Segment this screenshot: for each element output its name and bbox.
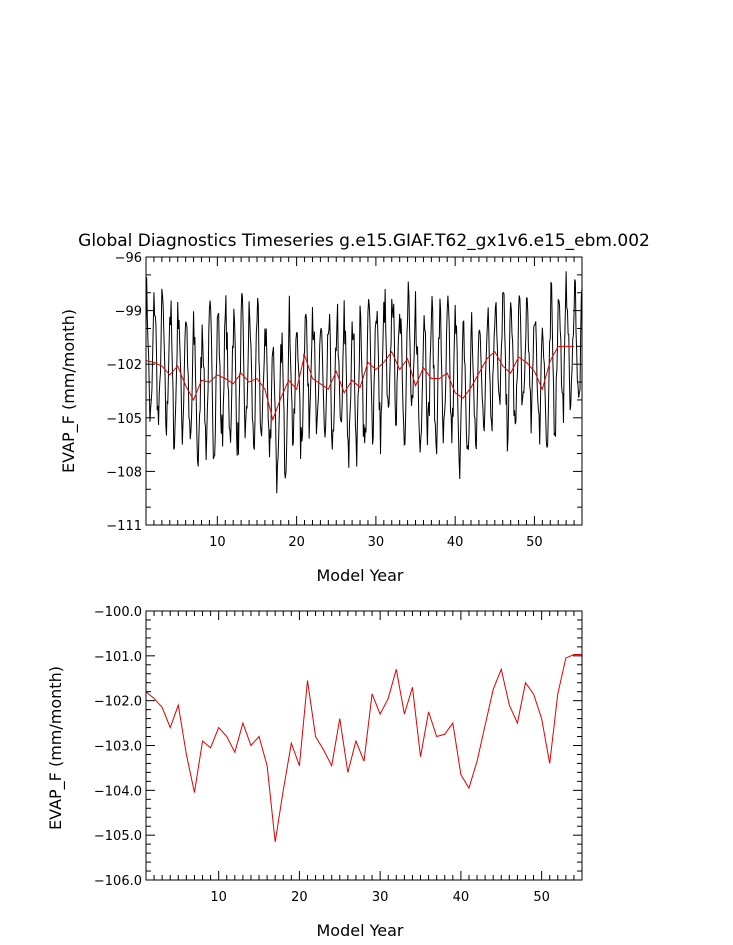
chart-panel-top: 10 20 30 40 50 −111 −108 −105 −102 −99 −96 Global … [59,231,650,585]
x-tick-label: 20 [288,535,305,550]
y-tick-label: −99 [115,305,142,320]
chart-panel-bottom: 10 20 30 40 50 −106.0 −105.0 −104.0 −103.0 −102.0… [46,605,583,940]
x-tick-label: 20 [291,890,308,905]
y-tick-label: −105.0 [94,829,142,844]
x-axis-label-bottom: Model Year [317,921,404,940]
x-tick-label: 10 [210,890,227,905]
y-tick-label: −102 [106,358,142,373]
plot-frame-top [145,256,583,526]
y-tick-label: −102.0 [94,695,142,710]
x-axis-label-top: Model Year [317,566,404,585]
y-tick-label: −111 [106,519,142,534]
x-tick-label: 10 [209,535,226,550]
chart-title: Global Diagnostics Timeseries g.e15.GIAF… [78,231,650,251]
y-tick-label: −101.0 [94,650,142,665]
y-tick-label: −96 [115,251,142,266]
series-line-annual-mean [145,653,582,842]
y-tick-label: −106.0 [94,874,142,889]
x-tick-label: 40 [447,535,464,550]
x-tick-label: 50 [533,890,550,905]
y-axis-label-bottom: EVAP_F (mm/month) [46,666,66,830]
y-tick-label: −108 [106,465,142,480]
series-line-annual-mean [145,345,575,422]
y-tick-label: −103.0 [94,740,142,755]
y-tick-label: −105 [106,412,142,427]
x-tick-label: 50 [526,535,543,550]
y-tick-label: −100.0 [94,605,142,620]
x-tick-label: 30 [372,890,389,905]
series-line-monthly [145,271,583,494]
x-tick-label: 40 [453,890,470,905]
y-tick-label: −104.0 [94,784,142,799]
x-tick-label: 30 [368,535,385,550]
y-axis-label-top: EVAP_F (mm/month) [59,309,79,473]
